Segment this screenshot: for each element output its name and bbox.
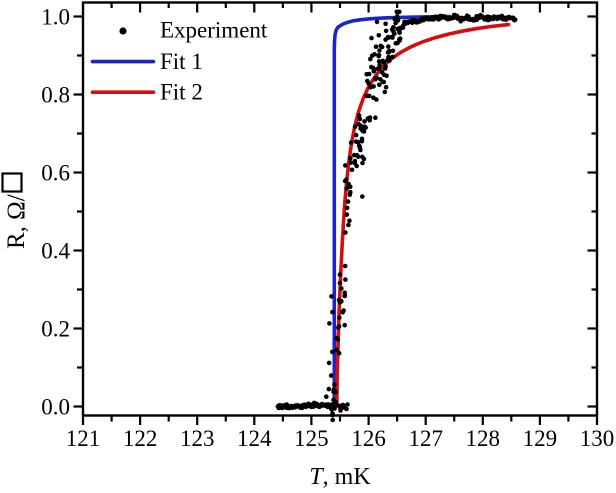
svg-text:Fit 1: Fit 1 — [160, 49, 203, 74]
svg-text:T, mK: T, mK — [309, 464, 371, 490]
svg-text:121: 121 — [66, 426, 101, 451]
svg-text:R, Ω/: R, Ω/ — [3, 194, 30, 249]
svg-text:Fit 2: Fit 2 — [160, 80, 203, 105]
svg-text:0.6: 0.6 — [41, 161, 70, 186]
svg-text:0.8: 0.8 — [41, 83, 70, 108]
svg-text:Experiment: Experiment — [160, 18, 268, 43]
svg-text:0.2: 0.2 — [41, 317, 70, 342]
svg-text:0.4: 0.4 — [41, 239, 70, 264]
svg-text:127: 127 — [408, 426, 443, 451]
svg-text:123: 123 — [180, 426, 215, 451]
svg-text:125: 125 — [294, 426, 329, 451]
svg-text:124: 124 — [237, 426, 272, 451]
svg-text:128: 128 — [466, 426, 501, 451]
svg-text:0.0: 0.0 — [41, 395, 70, 420]
svg-text:122: 122 — [123, 426, 158, 451]
svg-text:126: 126 — [351, 426, 386, 451]
svg-text:129: 129 — [523, 426, 558, 451]
svg-text:130: 130 — [580, 426, 615, 451]
svg-text:1.0: 1.0 — [41, 5, 70, 30]
